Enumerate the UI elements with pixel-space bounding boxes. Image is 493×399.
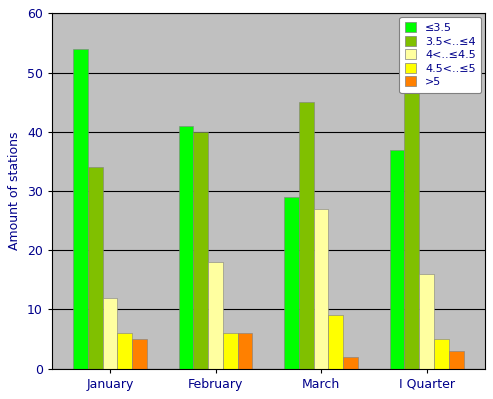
- Bar: [88, 167, 103, 369]
- Bar: [404, 67, 419, 369]
- Bar: [419, 274, 434, 369]
- Bar: [449, 351, 463, 369]
- Bar: [284, 197, 299, 369]
- Bar: [299, 102, 314, 369]
- Bar: [343, 357, 358, 369]
- Bar: [117, 333, 132, 369]
- Bar: [73, 49, 88, 369]
- Legend: ≤3.5, 3.5<..≤4, 4<..≤4.5, 4.5<..≤5, >5: ≤3.5, 3.5<..≤4, 4<..≤4.5, 4.5<..≤5, >5: [399, 17, 481, 93]
- Bar: [132, 339, 147, 369]
- Bar: [223, 333, 238, 369]
- Bar: [103, 298, 117, 369]
- Bar: [193, 132, 208, 369]
- Bar: [208, 262, 223, 369]
- Bar: [389, 150, 404, 369]
- Bar: [238, 333, 252, 369]
- Bar: [178, 126, 193, 369]
- Bar: [314, 209, 328, 369]
- Bar: [434, 339, 449, 369]
- Bar: [328, 315, 343, 369]
- Y-axis label: Amount of stations: Amount of stations: [8, 132, 21, 250]
